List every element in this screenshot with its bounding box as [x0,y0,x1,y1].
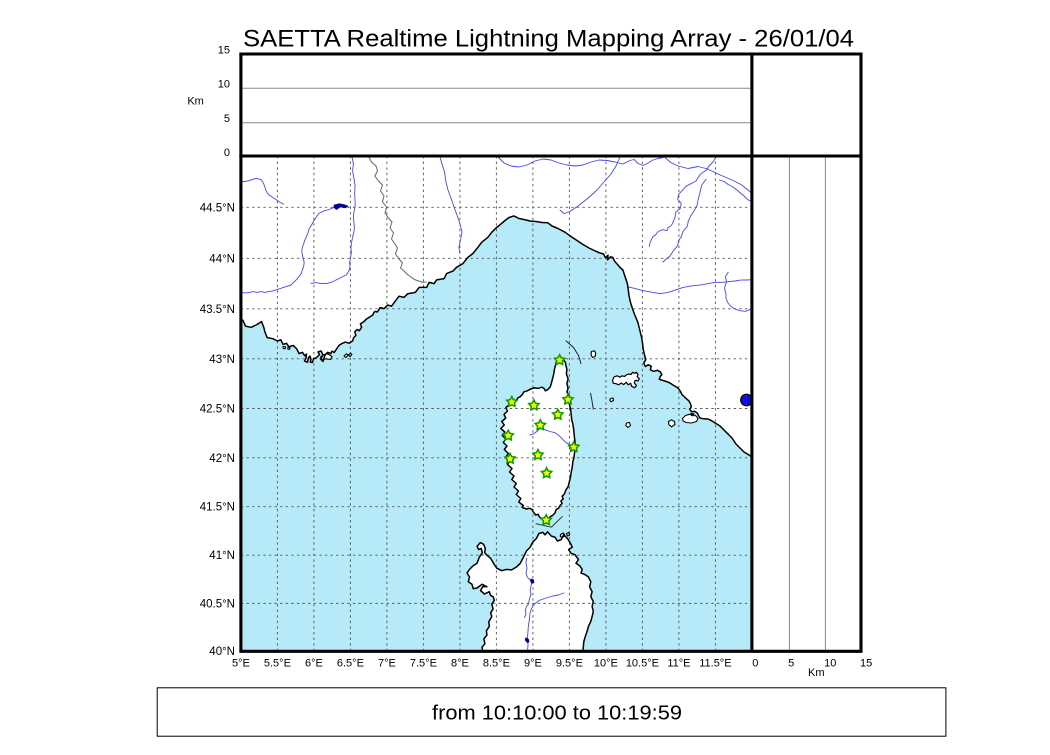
svg-text:40°N: 40°N [209,646,235,658]
svg-text:11.5°E: 11.5°E [699,658,731,670]
svg-text:7.5°E: 7.5°E [410,658,437,670]
svg-text:11°E: 11°E [667,658,690,670]
svg-text:7°E: 7°E [378,658,396,670]
svg-text:5°E: 5°E [232,658,250,670]
svg-text:9°E: 9°E [524,658,542,670]
svg-text:10: 10 [824,658,836,670]
svg-text:6.5°E: 6.5°E [337,658,364,670]
svg-text:10: 10 [218,79,230,91]
svg-text:Km: Km [187,96,204,108]
svg-text:10°E: 10°E [594,658,618,670]
svg-text:42°N: 42°N [209,453,235,465]
svg-text:5.5°E: 5.5°E [264,658,291,670]
svg-text:8.5°E: 8.5°E [483,658,510,670]
svg-text:0: 0 [224,147,230,159]
svg-text:41.5°N: 41.5°N [200,502,235,514]
svg-text:Km: Km [808,667,825,679]
svg-text:from 10:10:00 to 10:19:59: from 10:10:00 to 10:19:59 [432,702,682,725]
svg-text:0: 0 [752,658,758,670]
svg-text:15: 15 [218,44,230,56]
svg-text:42.5°N: 42.5°N [200,404,235,416]
svg-text:8°E: 8°E [451,658,469,670]
svg-text:44°N: 44°N [209,253,235,265]
svg-text:43.5°N: 43.5°N [200,304,235,316]
svg-text:41°N: 41°N [209,550,235,562]
svg-text:40.5°N: 40.5°N [200,598,235,610]
svg-text:5: 5 [788,658,794,670]
svg-text:6°E: 6°E [305,658,323,670]
svg-text:5: 5 [224,113,230,125]
svg-text:SAETTA Realtime Lightning Mapp: SAETTA Realtime Lightning Mapping Array … [243,26,854,53]
svg-text:43°N: 43°N [209,354,235,366]
svg-text:15: 15 [860,658,872,670]
svg-text:10.5°E: 10.5°E [626,658,659,670]
svg-text:9.5°E: 9.5°E [556,658,583,670]
svg-text:44.5°N: 44.5°N [200,202,235,214]
